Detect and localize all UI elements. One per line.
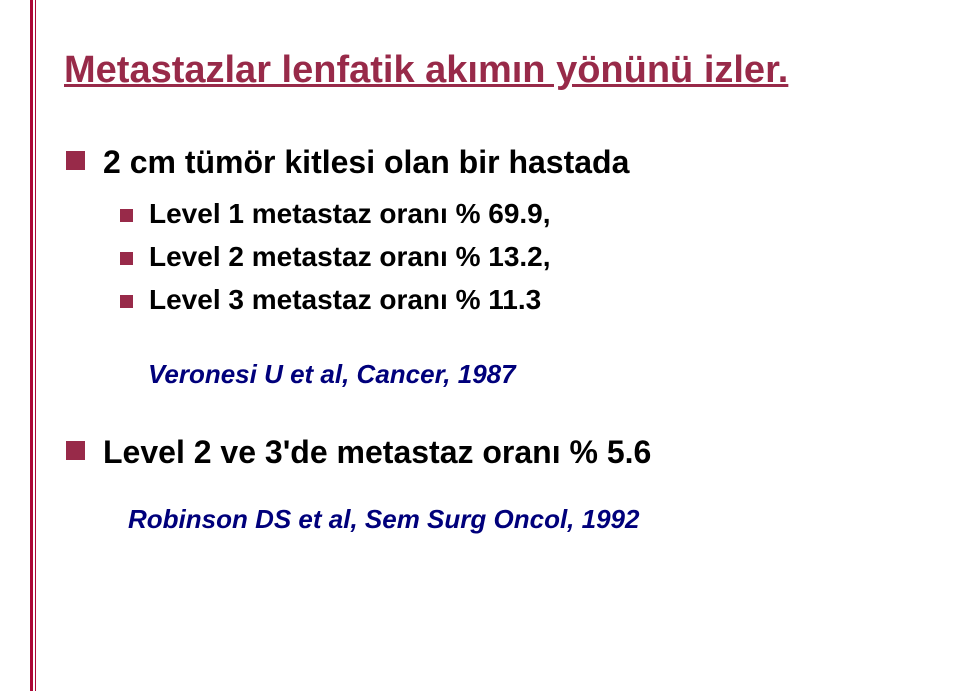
square-bullet-icon <box>66 151 85 170</box>
bullet-l2-3-text: Level 3 metastaz oranı % 11.3 <box>149 282 541 317</box>
bullet-l2-1-text: Level 1 metastaz oranı % 69.9, <box>149 196 551 231</box>
side-rule <box>30 0 36 691</box>
bullet-l1-1-text: 2 cm tümör kitlesi olan bir hastada <box>103 142 629 182</box>
slide-content: Metastazlar lenfatik akımın yönünü izler… <box>64 48 920 543</box>
bullet-l2-2-text: Level 2 metastaz oranı % 13.2, <box>149 239 551 274</box>
side-rule-thick <box>30 0 33 691</box>
side-rule-thin <box>35 0 36 691</box>
bullet-l2-3: Level 3 metastaz oranı % 11.3 <box>120 282 920 317</box>
square-bullet-icon <box>66 441 85 460</box>
spacer <box>64 325 920 359</box>
spacer <box>64 486 920 504</box>
square-bullet-icon <box>120 252 133 265</box>
square-bullet-icon <box>120 209 133 222</box>
citation-2: Robinson DS et al, Sem Surg Oncol, 1992 <box>128 504 920 535</box>
bullet-l1-1: 2 cm tümör kitlesi olan bir hastada <box>66 142 920 182</box>
spacer <box>64 398 920 432</box>
square-bullet-icon <box>120 295 133 308</box>
bullet-l1-2: Level 2 ve 3'de metastaz oranı % 5.6 <box>66 432 920 472</box>
citation-1: Veronesi U et al, Cancer, 1987 <box>148 359 920 390</box>
bullet-l2-1: Level 1 metastaz oranı % 69.9, <box>120 196 920 231</box>
slide-title: Metastazlar lenfatik akımın yönünü izler… <box>64 48 920 94</box>
bullet-l1-2-text: Level 2 ve 3'de metastaz oranı % 5.6 <box>103 432 651 472</box>
bullet-l2-2: Level 2 metastaz oranı % 13.2, <box>120 239 920 274</box>
